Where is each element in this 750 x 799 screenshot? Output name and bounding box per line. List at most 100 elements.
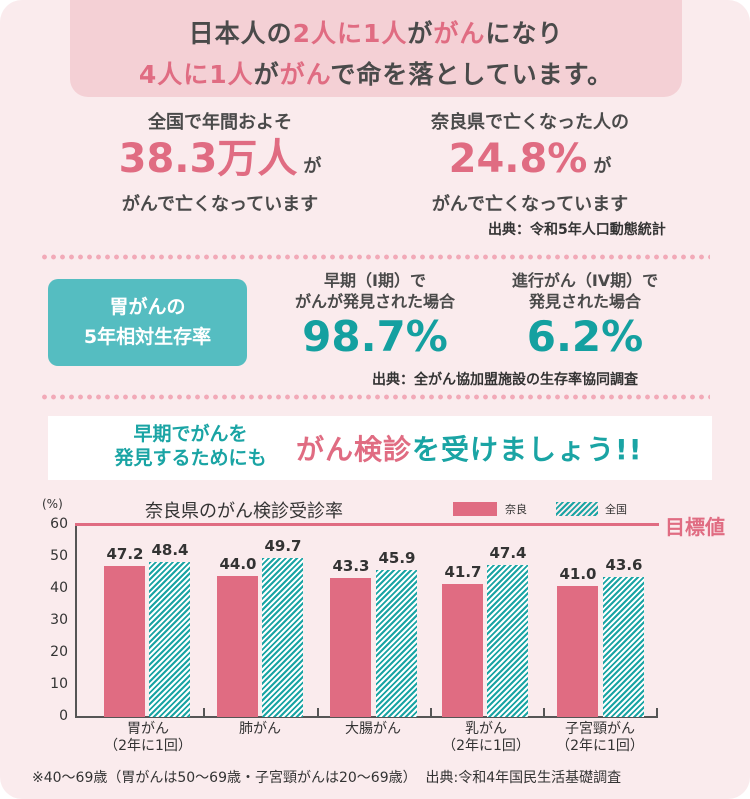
headline-text: になり xyxy=(485,19,564,48)
stat-suffix: が xyxy=(593,156,612,177)
stat-value: 38.3万人が xyxy=(90,136,350,190)
survival-badge: 胃がんの 5年相対生存率 xyxy=(48,279,247,366)
survival-value: 6.2% xyxy=(526,312,644,361)
bar-value-label: 45.9 xyxy=(378,549,416,568)
survival-caption-1: 進行がん（IV期）で xyxy=(511,271,659,290)
headline-line-2: 4人に1人ががんで命を落としています。 xyxy=(70,55,682,91)
bar-national xyxy=(487,565,528,717)
dotted-divider xyxy=(40,254,710,260)
survival-source: 出典：全がん協加盟施設の生存率協同調査 xyxy=(372,372,638,388)
headline-highlight: がん xyxy=(279,60,331,89)
bar-national xyxy=(376,570,417,717)
legend-label-national: 全国 xyxy=(605,503,627,516)
dotted-divider xyxy=(40,394,710,400)
x-tick-mark xyxy=(317,708,319,717)
x-category-label: 胃がん （2年に1回） xyxy=(93,721,203,755)
headline-text: が xyxy=(253,60,280,89)
cta-message: がん検診を受けましょう!! xyxy=(296,428,643,468)
headline-highlight: 2人に1人 xyxy=(292,19,408,48)
y-tick-40: 40 xyxy=(50,580,68,596)
headline-text: 日本人の xyxy=(188,19,293,48)
screening-cta: 早期でがんを 発見するためにも がん検診を受けましょう!! xyxy=(48,416,712,480)
chart-source: 出典:令和4年国民生活基礎調査 xyxy=(425,770,622,786)
category-name: 子宮頸がん xyxy=(565,721,635,737)
category-frequency: （2年に1回） xyxy=(104,738,192,754)
category-name: 大腸がん xyxy=(345,721,401,737)
x-category-label: 乳がん （2年に1回） xyxy=(431,721,541,755)
footnote-text: ※40～69歳（胃がんは50～69歳・子宮頸がんは20～69歳） xyxy=(32,770,417,786)
headline-banner: 日本人の2人に1人ががんになり 4人に1人ががんで命を落としています。 xyxy=(70,0,682,97)
y-axis xyxy=(75,525,77,718)
badge-line-1: 胃がんの xyxy=(109,296,186,318)
target-label: 目標値 xyxy=(665,515,725,539)
bar-nara xyxy=(330,578,371,717)
cta-text: を受けましょう!! xyxy=(412,433,643,466)
stat-bottom: がんで亡くなっています xyxy=(121,194,319,215)
category-frequency: （2年に1回） xyxy=(442,738,530,754)
bar-national xyxy=(603,577,644,717)
bar-value-label: 48.4 xyxy=(151,541,189,560)
bar-nara xyxy=(442,583,483,717)
survival-caption-2: がんが発見された場合 xyxy=(294,292,455,311)
chart-footnote: ※40～69歳（胃がんは50～69歳・子宮頸がんは20～69歳） 出典:令和4年… xyxy=(32,767,621,787)
cta-lead-line-2: 発見するためにも xyxy=(114,447,267,469)
advanced-stage-survival: 進行がん（IV期）で 発見された場合 6.2% xyxy=(495,270,675,362)
stat-bottom: がんで亡くなっています xyxy=(431,194,629,215)
chart-title: 奈良県のがん検診受診率 xyxy=(145,501,343,522)
survival-caption-2: 発見された場合 xyxy=(528,292,641,311)
bar-value-label: 41.0 xyxy=(559,564,597,583)
cta-lead: 早期でがんを 発見するためにも xyxy=(88,422,293,470)
bar-national xyxy=(149,562,190,717)
cta-highlight: がん検診 xyxy=(296,433,413,466)
y-axis-unit: (%) xyxy=(42,497,63,511)
stats-source: 出典：令和5年人口動態統計 xyxy=(488,222,666,238)
bar-nara xyxy=(557,585,598,717)
x-category-label: 子宮頸がん （2年に1回） xyxy=(545,721,655,755)
stat-caption: 全国で年間およそ xyxy=(148,112,292,133)
bar-value-label: 41.7 xyxy=(444,562,482,581)
target-line xyxy=(75,523,659,526)
category-name: 胃がん xyxy=(127,721,169,737)
bar-nara xyxy=(217,576,258,717)
badge-line-2: 5年相対生存率 xyxy=(83,326,212,348)
national-deaths-stat: 全国で年間およそ 38.3万人が がんで亡くなっています xyxy=(90,108,350,216)
headline-text: が xyxy=(407,19,434,48)
category-name: 乳がん xyxy=(465,721,507,737)
stat-value: 24.8% が xyxy=(395,136,665,190)
nara-deaths-stat: 奈良県で亡くなった人の 24.8% が がんで亡くなっています xyxy=(395,108,665,216)
x-tick-mark xyxy=(656,708,658,717)
bar-value-label: 47.4 xyxy=(489,544,527,563)
legend-swatch-nara xyxy=(453,502,497,516)
x-category-label: 大腸がん xyxy=(318,721,428,738)
bar-value-label: 47.2 xyxy=(106,544,144,563)
stat-caption: 奈良県で亡くなった人の xyxy=(431,112,629,133)
bar-value-label: 43.3 xyxy=(332,557,370,576)
y-tick-20: 20 xyxy=(50,644,68,660)
early-stage-survival: 早期（I期）で がんが発見された場合 98.7% xyxy=(270,270,480,362)
x-tick-mark xyxy=(543,708,545,717)
bar-value-label: 44.0 xyxy=(219,555,257,574)
y-tick-60: 60 xyxy=(50,516,68,532)
survival-value: 98.7% xyxy=(302,312,448,361)
cta-lead-line-1: 早期でがんを xyxy=(133,423,248,445)
category-frequency: （2年に1回） xyxy=(556,738,644,754)
y-tick-50: 50 xyxy=(50,548,68,564)
y-tick-10: 10 xyxy=(50,676,68,692)
y-tick-0: 0 xyxy=(59,708,68,724)
x-tick-mark xyxy=(203,708,205,717)
stat-number: 38.3万人 xyxy=(118,136,298,182)
headline-highlight: がん xyxy=(433,19,486,48)
stat-number: 24.8% xyxy=(448,136,588,182)
bar-national xyxy=(262,557,303,717)
headline-text: で命を落としています。 xyxy=(330,60,614,89)
bar-value-label: 49.7 xyxy=(264,536,302,555)
headline-highlight: 4人に1人 xyxy=(138,60,254,89)
headline-line-1: 日本人の2人に1人ががんになり xyxy=(70,14,682,50)
stat-suffix: が xyxy=(303,156,322,177)
category-name: 肺がん xyxy=(239,721,281,737)
x-category-label: 肺がん xyxy=(205,721,315,738)
survival-caption-1: 早期（I期）で xyxy=(324,271,426,290)
legend-swatch-national xyxy=(556,502,598,516)
y-tick-30: 30 xyxy=(50,612,68,628)
